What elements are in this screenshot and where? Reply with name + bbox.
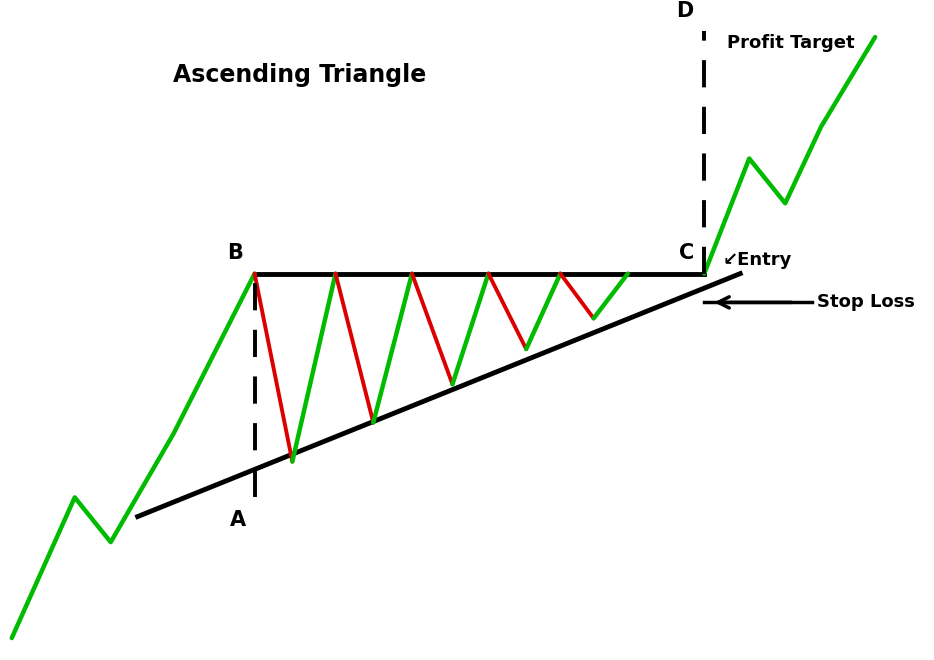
Text: Profit Target: Profit Target <box>727 34 855 52</box>
Text: B: B <box>227 243 243 263</box>
Text: Stop Loss: Stop Loss <box>816 294 914 312</box>
Text: D: D <box>676 1 693 22</box>
Text: ↙Entry: ↙Entry <box>722 251 792 269</box>
Text: A: A <box>231 510 247 530</box>
Text: C: C <box>679 243 694 263</box>
Text: Ascending Triangle: Ascending Triangle <box>173 63 426 87</box>
